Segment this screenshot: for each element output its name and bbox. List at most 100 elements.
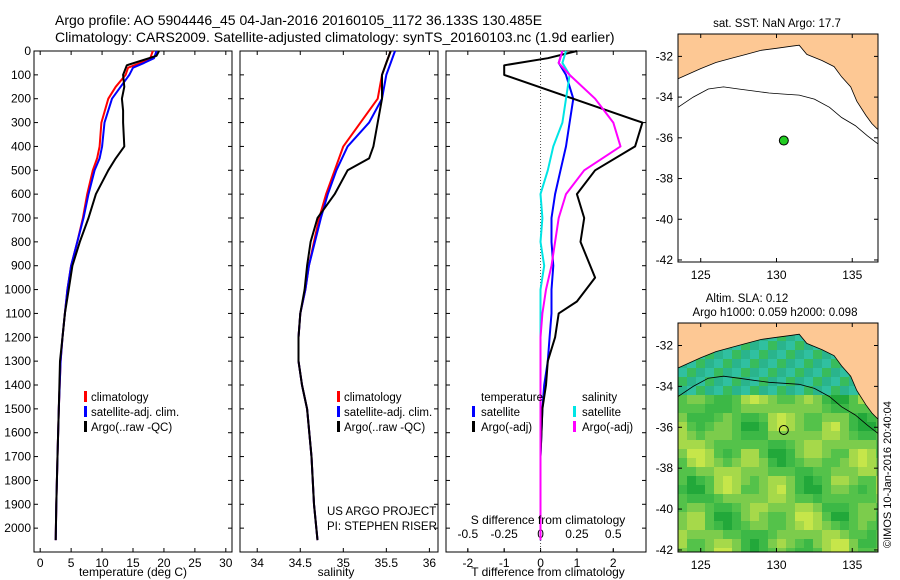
sla-cell: [849, 485, 859, 495]
sla-cell: [813, 521, 823, 531]
sla-cell: [858, 539, 868, 549]
sla-cell: [822, 530, 832, 540]
sla-cell: [723, 530, 733, 540]
sla-cell: [876, 440, 878, 450]
sla-cell: [786, 512, 796, 522]
sla-cell: [849, 467, 859, 477]
sla-cell: [705, 539, 715, 549]
sla-cell: [795, 422, 805, 432]
map-frame: [677, 33, 879, 263]
sla-cell: [750, 341, 760, 351]
sla-cell: [687, 359, 697, 369]
sla-cell: [768, 458, 778, 468]
sla-cell: [723, 359, 733, 369]
sla-cell: [732, 395, 742, 405]
sla-cell: [813, 485, 823, 495]
sla-cell: [714, 494, 724, 504]
sla-cell: [858, 458, 868, 468]
sla-cell: [795, 467, 805, 477]
sla-cell: [813, 476, 823, 486]
x-tick-label: 20: [157, 556, 171, 570]
sla-cell: [777, 440, 787, 450]
sla-cell: [867, 476, 877, 486]
sla-cell: [714, 539, 724, 549]
sla-cell: [867, 512, 877, 522]
legend-swatch-s-argo: [573, 421, 576, 432]
sla-cell: [822, 350, 832, 360]
sla-cell: [849, 413, 859, 423]
sla-cell: [741, 440, 751, 450]
sla-cell: [777, 449, 787, 459]
sla-cell: [696, 359, 706, 369]
sla-cell: [858, 521, 868, 531]
sla-cell: [759, 341, 769, 351]
sla-cell: [705, 368, 715, 378]
sla-cell: [786, 341, 796, 351]
sla-cell: [876, 485, 878, 495]
sla-cell: [786, 548, 796, 552]
sla-cell: [804, 368, 814, 378]
sla-cell: [813, 386, 823, 396]
diff-legend-temp-satellite: satellite: [481, 407, 520, 419]
sla-cell: [777, 530, 787, 540]
sla-cell: [786, 422, 796, 432]
credit-pi: PI: STEPHEN RISER: [327, 521, 437, 533]
map-y-tick-label: -32: [656, 49, 674, 63]
sla-cell: [813, 359, 823, 369]
sla-cell: [714, 458, 724, 468]
y-tick-label: 1000: [4, 283, 31, 297]
plot-frame: [445, 50, 647, 553]
sla-cell: [741, 368, 751, 378]
sla-cell: [723, 431, 733, 441]
sla-cell: [795, 395, 805, 405]
sla-cell: [849, 386, 859, 396]
sla-cell: [813, 350, 823, 360]
sla-cell: [831, 395, 841, 405]
sla-cell: [840, 512, 850, 522]
sla-cell: [849, 521, 859, 531]
sla-cell: [678, 413, 688, 423]
sla-cell: [750, 458, 760, 468]
sla-cell: [831, 494, 841, 504]
sla-cell: [777, 512, 787, 522]
sla-cell: [705, 386, 715, 396]
sla-cell: [768, 440, 778, 450]
sla-cell: [723, 485, 733, 495]
sla-cell: [732, 359, 742, 369]
sla-cell: [786, 395, 796, 405]
sla-cell: [687, 368, 697, 378]
sla-cell: [876, 449, 878, 459]
figure-title-line2: Climatology: CARS2009. Satellite-adjuste…: [55, 29, 615, 45]
sla-cell: [822, 539, 832, 549]
sla-cell: [795, 458, 805, 468]
sla-cell: [813, 413, 823, 423]
y-tick-label: 0: [24, 44, 31, 58]
sla-cell: [714, 503, 724, 513]
sla-cell: [822, 422, 832, 432]
sla-cell: [831, 422, 841, 432]
sla-cell: [813, 494, 823, 504]
sla-cell: [687, 449, 697, 459]
sla-cell: [768, 368, 778, 378]
sla-cell: [759, 422, 769, 432]
sla-cell: [750, 467, 760, 477]
sla-cell: [822, 503, 832, 513]
map-y-tick-label: -42: [656, 543, 674, 557]
sla-cell: [804, 359, 814, 369]
sla-cell: [822, 431, 832, 441]
sla-cell: [678, 431, 688, 441]
sla-cell: [777, 341, 787, 351]
map-y-tick-label: -36: [656, 131, 674, 145]
sla-cell: [723, 476, 733, 486]
sla-cell: [723, 395, 733, 405]
sla-cell: [858, 494, 868, 504]
sla-cell: [822, 476, 832, 486]
series-line: [539, 50, 622, 541]
sla-cell: [849, 503, 859, 513]
sla-cell: [741, 458, 751, 468]
temperature-xlabel: temperature (deg C): [79, 565, 187, 579]
sla-cell: [804, 521, 814, 531]
sla-cell: [795, 386, 805, 396]
sla-cell: [813, 512, 823, 522]
sla-cell: [696, 458, 706, 468]
